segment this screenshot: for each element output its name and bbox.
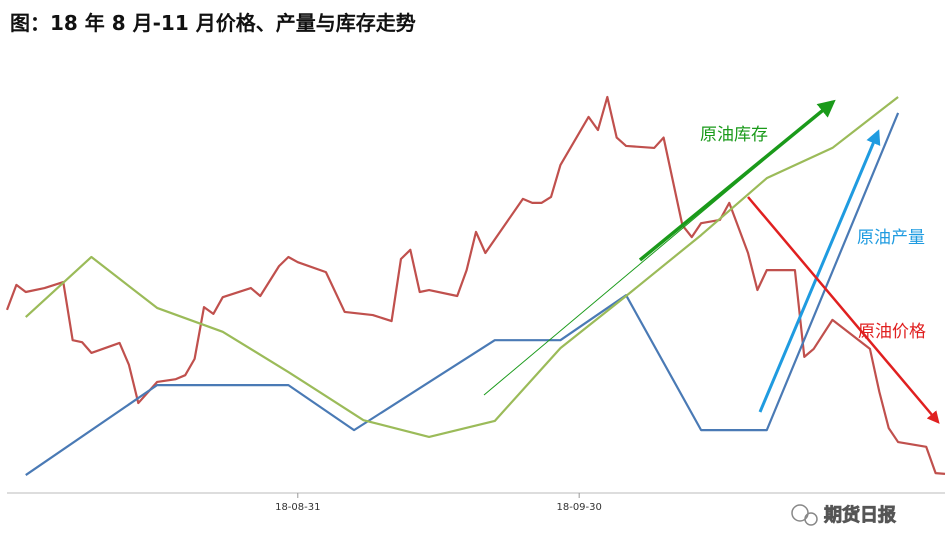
arrow — [758, 129, 881, 413]
arrow — [638, 99, 836, 262]
plot-area — [5, 95, 946, 476]
annotation: 原油库存 — [700, 125, 768, 145]
annotation: 原油价格 — [858, 322, 926, 342]
watermark-text: 期货日报 — [824, 504, 896, 526]
chart-title: 图：18 年 8 月-11 月价格、产量与库存走势 — [10, 11, 416, 35]
x-tick-label: 18-08-31 — [275, 502, 320, 513]
series-line — [25, 112, 900, 476]
arrow — [747, 196, 940, 424]
x-tick-label: 18-09-30 — [556, 502, 601, 513]
series-line — [5, 95, 946, 475]
series-line — [25, 96, 899, 438]
watermark: 期货日报 — [791, 504, 896, 526]
annotation: 原油产量 — [857, 228, 925, 248]
